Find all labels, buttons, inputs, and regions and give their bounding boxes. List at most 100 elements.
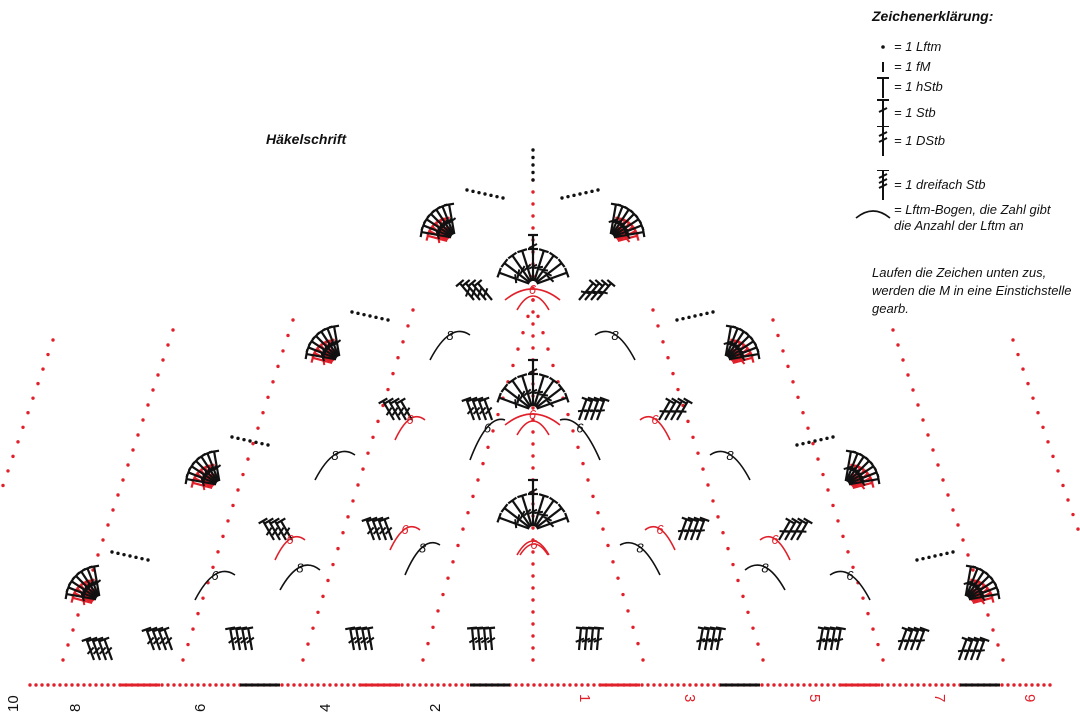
stitch-symbol: [596, 279, 616, 301]
chain-dots: [771, 318, 885, 662]
stitch-symbol: [264, 517, 281, 541]
chain-count-label: 8: [611, 328, 619, 343]
chain-arch: [829, 570, 871, 601]
legend-item-chain: = 1 Lftm: [872, 32, 941, 62]
stitch-symbol: [535, 258, 566, 284]
chain-count-label: 6: [576, 420, 584, 435]
chain-dots: [651, 308, 765, 662]
chain-arch: [504, 413, 561, 426]
stitch-symbol: [915, 626, 930, 651]
stitch-symbol: [507, 251, 532, 283]
chain-arch: [559, 418, 601, 461]
triple-treble-icon: [877, 170, 889, 200]
chain-count-label: 8: [761, 560, 769, 575]
chain-count-label: 8: [726, 448, 734, 463]
stitch-symbol: [461, 396, 476, 421]
stitch-symbol: [536, 512, 570, 530]
stitch-symbol: [535, 383, 566, 409]
legend-item-stb: = 1 Stb: [872, 98, 936, 128]
chain-arch: [644, 525, 676, 551]
legend-item-slip: = 1 fM: [872, 52, 931, 82]
row-number-left: 2: [427, 704, 444, 712]
chain-dots: [1, 338, 55, 488]
chain-stitch-icon: [881, 45, 885, 49]
chain-arch: [519, 543, 549, 556]
stitch-symbol: [93, 636, 108, 661]
chain-dots: [28, 683, 1052, 687]
row-number-right: 3: [681, 694, 698, 702]
stitch-symbol: [534, 251, 559, 283]
stitch-symbol: [528, 478, 538, 500]
chain-arch: [516, 295, 550, 311]
stitch-symbol: [328, 324, 342, 357]
stitch-symbol: [534, 496, 559, 528]
stitch-symbol: [500, 503, 531, 529]
chain-count-label: 6: [406, 412, 414, 427]
chain-dots: [531, 148, 535, 182]
stitch-symbol: [533, 373, 549, 407]
stitch-symbol: [500, 383, 531, 409]
chain-dots: [301, 308, 415, 662]
legend-item-arch: = Lftm-Bogen, die Zahl gibt die Anzahl d…: [855, 202, 1054, 234]
chain-arch: [619, 541, 661, 576]
chain-arch: [744, 564, 786, 591]
stitch-symbol: [496, 512, 530, 530]
stitch-symbol: [528, 233, 538, 255]
stitch-symbol: [88, 564, 102, 597]
row-number-left: 8: [67, 704, 84, 712]
legend: Zeichenerklärung: = 1 Lftm = 1 fM = 1 hS…: [855, 8, 1072, 233]
chain-count-label: 8: [636, 540, 644, 555]
stitch-symbol: [243, 626, 255, 651]
stitch-symbol: [535, 503, 566, 529]
stitch-symbol: [479, 396, 494, 421]
stitch-symbol: [536, 392, 570, 410]
legend-note: Laufen die Zeichen unten zus, werden die…: [872, 265, 1072, 316]
chain-dots: [531, 298, 645, 662]
stitch-symbol: [533, 493, 549, 527]
stitch-symbol: [473, 396, 488, 421]
chain-count-label: 8: [419, 540, 427, 555]
stitch-symbol: [796, 517, 813, 541]
chain-dots: [230, 435, 270, 447]
chain-dots: [560, 188, 600, 200]
treble-crochet-icon: [877, 126, 889, 156]
legend-title: Zeichenerklärung:: [872, 8, 994, 24]
chain-arch: [429, 330, 471, 361]
chain-arch: [314, 450, 356, 481]
stitch-symbol: [496, 267, 530, 285]
stitch-symbol: [147, 626, 162, 651]
chain-count-label: 8: [296, 560, 304, 575]
row-number-right: 9: [1021, 694, 1038, 702]
chain-dots: [61, 328, 175, 662]
stitch-symbol: [536, 267, 570, 285]
chain-arch: [274, 535, 306, 561]
chain-arch: [759, 535, 791, 561]
chain-count-label: 6: [401, 522, 409, 537]
stitch-symbol: [676, 397, 693, 421]
stitch-symbol: [373, 516, 388, 541]
stitch-symbol: [528, 358, 538, 380]
row-number-left: 10: [5, 695, 22, 712]
stitch-symbol: [87, 636, 102, 661]
stitch-symbol: [345, 626, 357, 651]
stitch-symbol: [378, 397, 395, 421]
chain-dots: [915, 550, 955, 562]
stitch-symbol: [533, 248, 549, 282]
chain-dots: [891, 328, 1005, 662]
stitch-symbol: [276, 517, 293, 541]
chain-count-label: 8: [331, 448, 339, 463]
row-number-right: 5: [806, 694, 823, 702]
stitch-symbol: [153, 626, 168, 651]
stitch-symbol: [834, 626, 846, 651]
stitch-symbol: [695, 516, 710, 541]
stitch-symbol: [613, 226, 646, 240]
chain-count-label: 8: [446, 328, 454, 343]
legend-item-hstb: = 1 hStb: [872, 72, 943, 102]
chain-arch: [709, 450, 751, 481]
chain-count-label: 6: [529, 407, 537, 422]
stitch-symbol: [396, 397, 413, 421]
half-double-crochet-icon: [877, 77, 889, 98]
stitch-symbol: [517, 248, 533, 282]
stitch-symbol: [500, 258, 531, 284]
chain-count-label: 6: [771, 532, 779, 547]
